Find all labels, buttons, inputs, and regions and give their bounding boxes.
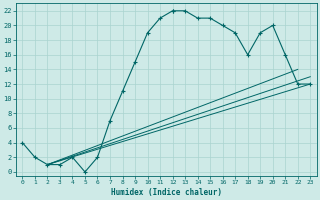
X-axis label: Humidex (Indice chaleur): Humidex (Indice chaleur) xyxy=(111,188,222,197)
